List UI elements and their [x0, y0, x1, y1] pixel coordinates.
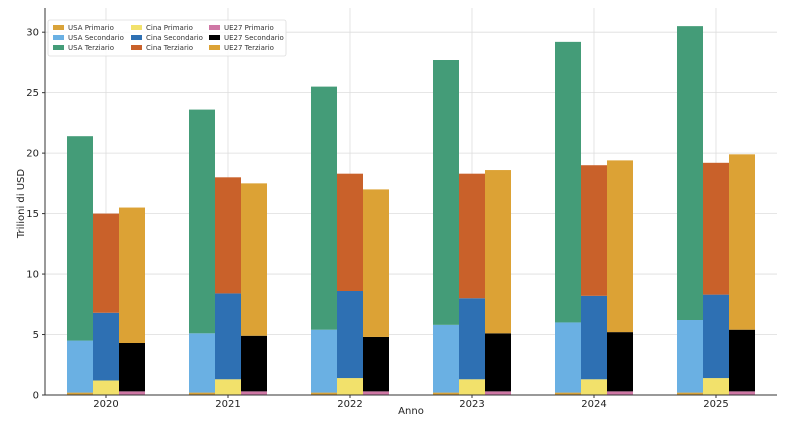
- bar-ue27-secondario-2024: [607, 332, 633, 392]
- y-tick-label: 20: [26, 149, 39, 160]
- x-tick-label: 2020: [93, 399, 118, 410]
- legend-label: Cina Secondario: [146, 34, 203, 42]
- bar-ue27-secondario-2022: [363, 336, 389, 392]
- bar-cina-terziario-2020: [93, 213, 119, 313]
- legend-label: UE27 Secondario: [224, 34, 284, 42]
- bar-cina-primario-2025: [703, 378, 729, 395]
- legend-swatch: [53, 45, 64, 50]
- bar-ue27-primario-2022: [363, 391, 389, 395]
- bar-usa-primario-2025: [677, 392, 703, 395]
- legend: USA Primario Cina Primario UE27 Primario US…: [47, 19, 287, 57]
- bar-cina-secondario-2025: [703, 294, 729, 379]
- bar-usa-terziario-2025: [677, 26, 703, 321]
- legend-swatch: [131, 25, 142, 30]
- x-tick-label: 2024: [581, 399, 606, 410]
- bar-usa-secondario-2025: [677, 320, 703, 393]
- bar-usa-terziario-2020: [67, 136, 93, 341]
- x-tick-label: 2021: [215, 399, 240, 410]
- bar-cina-primario-2021: [215, 379, 241, 395]
- bar-usa-secondario-2023: [433, 324, 459, 393]
- bar-ue27-primario-2020: [119, 391, 145, 395]
- bar-ue27-secondario-2023: [485, 333, 511, 392]
- bar-ue27-secondario-2021: [241, 335, 267, 392]
- legend-label: Cina Terziario: [146, 44, 193, 52]
- bar-ue27-secondario-2020: [119, 342, 145, 392]
- bar-cina-primario-2023: [459, 379, 485, 395]
- bar-usa-primario-2022: [311, 392, 337, 395]
- y-tick-label: 0: [33, 391, 39, 402]
- bar-usa-terziario-2022: [311, 86, 337, 330]
- legend-label: USA Secondario: [68, 34, 124, 42]
- legend-label: Cina Primario: [146, 24, 193, 32]
- x-tick-label: 2025: [703, 399, 728, 410]
- bar-ue27-primario-2023: [485, 391, 511, 395]
- bar-usa-terziario-2024: [555, 41, 581, 323]
- bar-cina-secondario-2021: [215, 293, 241, 380]
- bar-cina-secondario-2023: [459, 298, 485, 380]
- bar-cina-primario-2024: [581, 379, 607, 395]
- legend-swatch: [131, 45, 142, 50]
- grid: [45, 8, 777, 396]
- bar-ue27-terziario-2022: [363, 189, 389, 337]
- bar-ue27-terziario-2024: [607, 160, 633, 333]
- bar-usa-secondario-2021: [189, 333, 215, 393]
- bar-usa-terziario-2021: [189, 109, 215, 334]
- bar-ue27-primario-2024: [607, 391, 633, 395]
- bar-usa-secondario-2020: [67, 340, 93, 393]
- legend-swatch: [209, 25, 220, 30]
- x-tick-label: 2023: [459, 399, 484, 410]
- bar-ue27-secondario-2025: [729, 329, 755, 392]
- bar-cina-terziario-2021: [215, 177, 241, 294]
- y-tick-label: 5: [33, 330, 39, 341]
- bar-usa-terziario-2023: [433, 60, 459, 325]
- legend-swatch: [131, 35, 142, 40]
- legend-swatch: [209, 35, 220, 40]
- y-tick-label: 30: [26, 28, 39, 39]
- bar-cina-secondario-2022: [337, 290, 363, 379]
- x-tick-label: 2022: [337, 399, 362, 410]
- y-tick-label: 15: [26, 209, 39, 220]
- bars: [67, 26, 755, 395]
- legend-label: USA Primario: [68, 24, 114, 32]
- bar-cina-terziario-2022: [337, 173, 363, 291]
- axes: [44, 8, 777, 396]
- legend-label: UE27 Primario: [224, 24, 274, 32]
- y-tick-label: 25: [26, 88, 39, 99]
- legend-label: UE27 Terziario: [224, 44, 274, 52]
- bar-cina-secondario-2024: [581, 295, 607, 380]
- legend-swatch: [209, 45, 220, 50]
- legend-swatch: [53, 35, 64, 40]
- bar-usa-secondario-2022: [311, 329, 337, 393]
- bar-usa-primario-2020: [67, 392, 93, 395]
- bar-ue27-primario-2025: [729, 391, 755, 395]
- legend-label: USA Terziario: [68, 44, 114, 52]
- bar-cina-terziario-2024: [581, 165, 607, 296]
- bar-usa-primario-2024: [555, 392, 581, 395]
- bar-usa-primario-2023: [433, 392, 459, 395]
- x-axis-label: Anno: [398, 406, 424, 417]
- y-tick-label: 10: [26, 270, 39, 281]
- bar-usa-primario-2021: [189, 392, 215, 395]
- bar-ue27-terziario-2025: [729, 154, 755, 330]
- bar-ue27-terziario-2021: [241, 183, 267, 336]
- bar-cina-primario-2022: [337, 378, 363, 395]
- bar-ue27-primario-2021: [241, 391, 267, 395]
- bar-ue27-terziario-2020: [119, 207, 145, 343]
- legend-swatch: [53, 25, 64, 30]
- bar-usa-secondario-2024: [555, 322, 581, 393]
- legend-box: [47, 19, 287, 57]
- bar-cina-terziario-2023: [459, 173, 485, 299]
- bar-cina-terziario-2025: [703, 162, 729, 295]
- bar-ue27-terziario-2023: [485, 170, 511, 334]
- bar-cina-primario-2020: [93, 380, 119, 395]
- bar-cina-secondario-2020: [93, 312, 119, 381]
- y-axis-label: Trilioni di USD: [16, 169, 27, 239]
